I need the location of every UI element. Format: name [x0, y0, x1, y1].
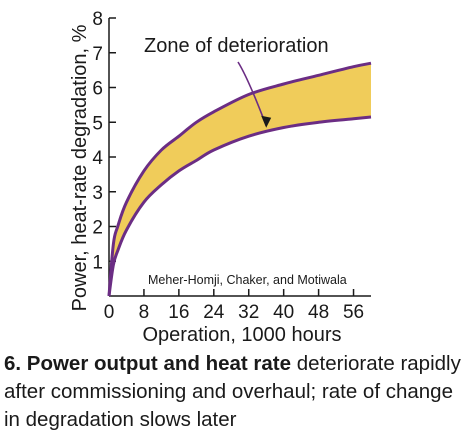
x-tick-labels: 0 8 16 24 32 40 48 56: [104, 302, 364, 323]
x-tick-label: 8: [139, 302, 150, 323]
y-tick-label: 2: [92, 218, 103, 239]
x-tick-label: 32: [238, 302, 259, 323]
y-tick-label: 4: [92, 148, 103, 169]
x-tick-label: 0: [104, 302, 115, 323]
x-tick-label: 48: [308, 302, 329, 323]
y-tick-label: 3: [92, 183, 103, 204]
chart-plot-area: [107, 61, 372, 297]
y-tick-label: 6: [92, 79, 103, 100]
y-tick-label: 5: [92, 113, 103, 134]
caption-text: deteriorate rapidly after commissioning …: [4, 352, 461, 431]
x-tick-label: 56: [343, 302, 364, 323]
y-axis-label: Power, heat-rate degradation, %: [69, 24, 91, 311]
y-tick-labels: 1 2 3 4 5 6 7 8: [92, 9, 103, 273]
deterioration-zone-band: [109, 63, 371, 297]
x-axis-label: Operation, 1000 hours: [142, 324, 341, 346]
x-tick-label: 24: [203, 302, 225, 323]
caption-lead: 6. Power output and heat rate: [4, 352, 292, 375]
upper-curve: [107, 61, 372, 297]
chart-axes: [108, 17, 371, 297]
x-tick-label: 16: [168, 302, 189, 323]
zone-annotation-label: Zone of deterioration: [144, 35, 329, 57]
source-credit: Meher-Homji, Chaker, and Motiwala: [148, 273, 347, 287]
y-tick-label: 8: [92, 9, 103, 30]
y-tick-label: 7: [92, 44, 103, 65]
figure-caption: 6. Power output and heat rate deteriorat…: [4, 350, 468, 434]
annotation-arrowhead: [261, 115, 272, 128]
lower-curve: [107, 115, 372, 297]
x-tick-label: 40: [273, 302, 294, 323]
y-tick-label: 1: [92, 252, 103, 273]
